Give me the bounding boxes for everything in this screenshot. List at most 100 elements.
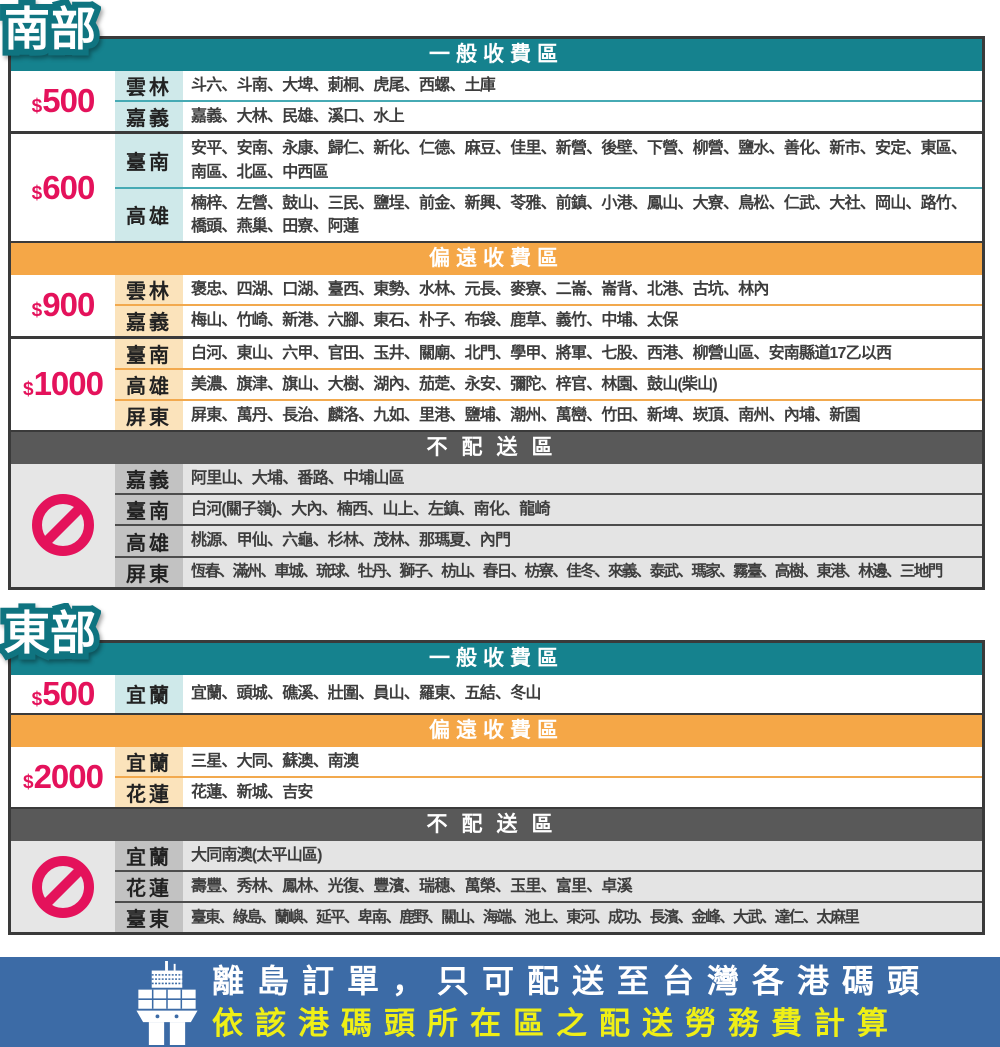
price-amount: 1000 bbox=[33, 365, 104, 403]
table-row: 雲林 斗六、斗南、大埤、莿桐、虎尾、西螺、土庫 bbox=[115, 71, 982, 101]
price-cell: $1000 bbox=[11, 339, 115, 431]
zone-remote-south: 偏遠收費區 $900 雲林 褒忠、四湖、口湖、臺西、東勢、水林、元長、麥寮、二崙… bbox=[11, 241, 982, 431]
price-amount: 2000 bbox=[33, 757, 104, 795]
region-badge-east-outline: 東部 bbox=[0, 604, 102, 662]
areas-cell: 白河、東山、六甲、官田、玉井、關廟、北門、學甲、將軍、七股、西港、柳營山區、安南… bbox=[191, 344, 892, 362]
areas-cell: 大同南澳(太平山區) bbox=[183, 841, 982, 871]
group-rows: 宜蘭 大同南澳(太平山區) 花蓮 壽豐、秀林、鳳林、光復、豐濱、瑞穗、萬榮、玉里… bbox=[115, 841, 982, 933]
county-cell: 臺南 bbox=[115, 338, 183, 368]
table-row: 臺東 臺東、綠島、蘭嶼、延平、卑南、鹿野、關山、海端、池上、東河、成功、長濱、金… bbox=[115, 901, 982, 933]
banner-line-1: 離島訂單，只可配送至台灣各港碼頭 bbox=[212, 963, 933, 1000]
table-row: 高雄 楠梓、左營、鼓山、三民、鹽埕、前金、新興、苓雅、前鎮、小港、鳳山、大寮、鳥… bbox=[115, 186, 982, 242]
table-row: 屏東 恆春、滿州、車城、琉球、牡丹、獅子、枋山、春日、枋寮、佳冬、來義、泰武、瑪… bbox=[115, 555, 982, 587]
areas-cell: 屏東、萬丹、長治、麟洛、九如、里港、鹽埔、潮州、萬巒、竹田、新埤、崁頂、南州、內… bbox=[191, 406, 861, 424]
no-entry-icon-bar bbox=[43, 505, 83, 546]
areas-cell: 花蓮、新城、吉安 bbox=[191, 783, 313, 801]
no-delivery-cell bbox=[11, 841, 115, 933]
county-cell: 臺南 bbox=[115, 495, 183, 525]
areas-cell: 褒忠、四湖、口湖、臺西、東勢、水林、元長、麥寮、二崙、崙背、北港、古坑、林內 bbox=[191, 281, 769, 299]
county-cell: 屏東 bbox=[115, 557, 183, 587]
table-row: 嘉義 阿里山、大埔、番路、中埔山區 bbox=[115, 464, 982, 494]
zone-header-general: 一般收費區 bbox=[11, 39, 982, 71]
zone-header-no-delivery: 不配送區 bbox=[11, 807, 982, 841]
county-cell: 嘉義 bbox=[115, 464, 183, 494]
currency-symbol: $ bbox=[23, 379, 34, 401]
region-badge-south: 南部 南部 bbox=[0, 0, 102, 58]
cargo-ship-icon bbox=[136, 961, 198, 1046]
table-row: 高雄 桃源、甲仙、六龜、杉林、茂林、那瑪夏、內門 bbox=[115, 524, 982, 556]
price-amount: 500 bbox=[42, 674, 95, 712]
fee-group-1000: $1000 臺南 白河、東山、六甲、官田、玉井、關廟、北門、學甲、將軍、七股、西… bbox=[11, 335, 982, 431]
price-cell: $2000 bbox=[11, 747, 115, 807]
areas-cell: 臺東、綠島、蘭嶼、延平、卑南、鹿野、關山、海端、池上、東河、成功、長濱、金峰、大… bbox=[183, 903, 982, 933]
county-cell: 屏東 bbox=[115, 400, 183, 431]
banner-line-2: 依該港碼頭所在區之配送勞務費計算 bbox=[212, 1006, 900, 1042]
fee-group-600: $600 臺南 安平、安南、永康、歸仁、新化、仁德、麻豆、佳里、新營、後壁、下營… bbox=[11, 131, 982, 242]
currency-symbol: $ bbox=[31, 96, 43, 118]
price-amount: 900 bbox=[42, 286, 95, 324]
fee-table-east: 一般收費區 $500 宜蘭 宜蘭、頭城、礁溪、壯圍、員山、羅東、五結、冬山 bbox=[8, 639, 985, 936]
no-delivery-group: 嘉義 阿里山、大埔、番路、中埔山區 臺南 白河(關子嶺)、大內、楠西、山上、左鎮… bbox=[11, 464, 982, 587]
price-label: $600 bbox=[32, 168, 96, 207]
county-cell: 花蓮 bbox=[115, 872, 183, 902]
county-cell: 高雄 bbox=[115, 188, 183, 242]
currency-symbol: $ bbox=[23, 771, 34, 793]
county-cell: 高雄 bbox=[115, 526, 183, 556]
areas-cell: 安平、安南、永康、歸仁、新化、仁德、麻豆、佳里、新營、後壁、下營、柳營、鹽水、善… bbox=[191, 140, 967, 181]
price-amount: 500 bbox=[42, 82, 95, 120]
table-row: 嘉義 梅山、竹崎、新港、六腳、東石、朴子、布袋、鹿草、義竹、中埔、太保 bbox=[115, 304, 982, 336]
areas-cell: 白河(關子嶺)、大內、楠西、山上、左鎮、南化、龍崎 bbox=[183, 495, 982, 525]
east-section: 東部 東部 一般收費區 $500 宜蘭 宜蘭、頭城、礁溪、壯圍、員山、羅東、五結… bbox=[0, 604, 985, 936]
price-label: $900 bbox=[31, 286, 96, 324]
areas-cell: 三星、大同、蘇澳、南澳 bbox=[191, 752, 359, 770]
areas-cell: 宜蘭、頭城、礁溪、壯圍、員山、羅東、五結、冬山 bbox=[191, 685, 541, 703]
table-row: 花蓮 花蓮、新城、吉安 bbox=[115, 775, 982, 807]
price-label: $500 bbox=[31, 82, 96, 120]
areas-cell: 恆春、滿州、車城、琉球、牡丹、獅子、枋山、春日、枋寮、佳冬、來義、泰武、瑪家、霧… bbox=[183, 557, 982, 587]
price-label: $2000 bbox=[23, 757, 104, 796]
port-delivery-banner: 離島訂單，只可配送至台灣各港碼頭 依該港碼頭所在區之配送勞務費計算 bbox=[0, 957, 1000, 1047]
price-cell: $900 bbox=[11, 275, 115, 335]
fee-group-500: $500 雲林 斗六、斗南、大埤、莿桐、虎尾、西螺、土庫 嘉義 嘉義、大林、民雄… bbox=[11, 71, 982, 132]
areas-cell: 美濃、旗津、旗山、大樹、湖內、茄萣、永安、彌陀、梓官、林園、鼓山(柴山) bbox=[191, 375, 718, 393]
areas-cell: 斗六、斗南、大埤、莿桐、虎尾、西螺、土庫 bbox=[191, 77, 496, 94]
group-rows: 臺南 安平、安南、永康、歸仁、新化、仁德、麻豆、佳里、新營、後壁、下營、柳營、鹽… bbox=[115, 134, 982, 242]
group-rows: 嘉義 阿里山、大埔、番路、中埔山區 臺南 白河(關子嶺)、大內、楠西、山上、左鎮… bbox=[115, 464, 982, 587]
fee-table-south: 一般收費區 $500 雲林 斗六、斗南、大埤、莿桐、虎尾、西螺、土庫 嘉 bbox=[8, 36, 985, 590]
areas-cell: 梅山、竹崎、新港、六腳、東石、朴子、布袋、鹿草、義竹、中埔、太保 bbox=[191, 312, 678, 330]
county-cell: 雲林 bbox=[115, 275, 183, 305]
no-entry-icon bbox=[32, 855, 94, 918]
region-badge-east: 東部 東部 bbox=[0, 604, 102, 662]
zone-general-east: 一般收費區 $500 宜蘭 宜蘭、頭城、礁溪、壯圍、員山、羅東、五結、冬山 bbox=[11, 642, 982, 713]
table-row: 雲林 褒忠、四湖、口湖、臺西、東勢、水林、元長、麥寮、二崙、崙背、北港、古坑、林… bbox=[115, 275, 982, 305]
county-cell: 嘉義 bbox=[115, 102, 183, 132]
county-cell: 雲林 bbox=[115, 71, 183, 101]
fee-group-900: $900 雲林 褒忠、四湖、口湖、臺西、東勢、水林、元長、麥寮、二崙、崙背、北港… bbox=[11, 275, 982, 336]
currency-symbol: $ bbox=[31, 688, 43, 710]
zone-no-delivery-east: 不配送區 宜蘭 大同南澳(太平山區) 花蓮 壽豐、秀林、鳳林、光復、豐濱、瑞穗、… bbox=[11, 807, 982, 933]
table-row: 屏東 屏東、萬丹、長治、麟洛、九如、里港、鹽埔、潮州、萬巒、竹田、新埤、崁頂、南… bbox=[115, 398, 982, 431]
county-cell: 宜蘭 bbox=[115, 746, 183, 776]
county-cell: 花蓮 bbox=[115, 777, 183, 807]
zone-no-delivery-south: 不配送區 嘉義 阿里山、大埔、番路、中埔山區 臺南 白河(關子嶺)、大內、楠西、… bbox=[11, 430, 982, 587]
price-amount: 600 bbox=[42, 168, 95, 206]
price-label: $500 bbox=[31, 674, 96, 713]
county-cell: 宜蘭 bbox=[115, 841, 183, 871]
price-cell: $500 bbox=[11, 675, 115, 713]
currency-symbol: $ bbox=[31, 300, 43, 322]
areas-cell: 阿里山、大埔、番路、中埔山區 bbox=[183, 464, 982, 494]
table-row: 宜蘭 宜蘭、頭城、礁溪、壯圍、員山、羅東、五結、冬山 bbox=[115, 674, 982, 713]
region-badge-east-text: 東部 bbox=[4, 606, 96, 659]
price-label: $1000 bbox=[23, 365, 104, 403]
region-badge-south-outline: 南部 bbox=[0, 0, 102, 58]
county-cell: 高雄 bbox=[115, 369, 183, 399]
zone-header-no-delivery: 不配送區 bbox=[11, 430, 982, 465]
county-cell: 臺東 bbox=[115, 903, 183, 933]
county-cell: 嘉義 bbox=[115, 306, 183, 336]
zone-general-south: 一般收費區 $500 雲林 斗六、斗南、大埤、莿桐、虎尾、西螺、土庫 嘉 bbox=[11, 39, 982, 242]
table-row: 臺南 白河、東山、六甲、官田、玉井、關廟、北門、學甲、將軍、七股、西港、柳營山區… bbox=[115, 338, 982, 368]
areas-cell: 壽豐、秀林、鳳林、光復、豐濱、瑞穗、萬榮、玉里、富里、卓溪 bbox=[183, 872, 982, 902]
table-row: 宜蘭 大同南澳(太平山區) bbox=[115, 841, 982, 871]
fee-group-2000: $2000 宜蘭 三星、大同、蘇澳、南澳 花蓮 花蓮、新城、吉安 bbox=[11, 746, 982, 807]
